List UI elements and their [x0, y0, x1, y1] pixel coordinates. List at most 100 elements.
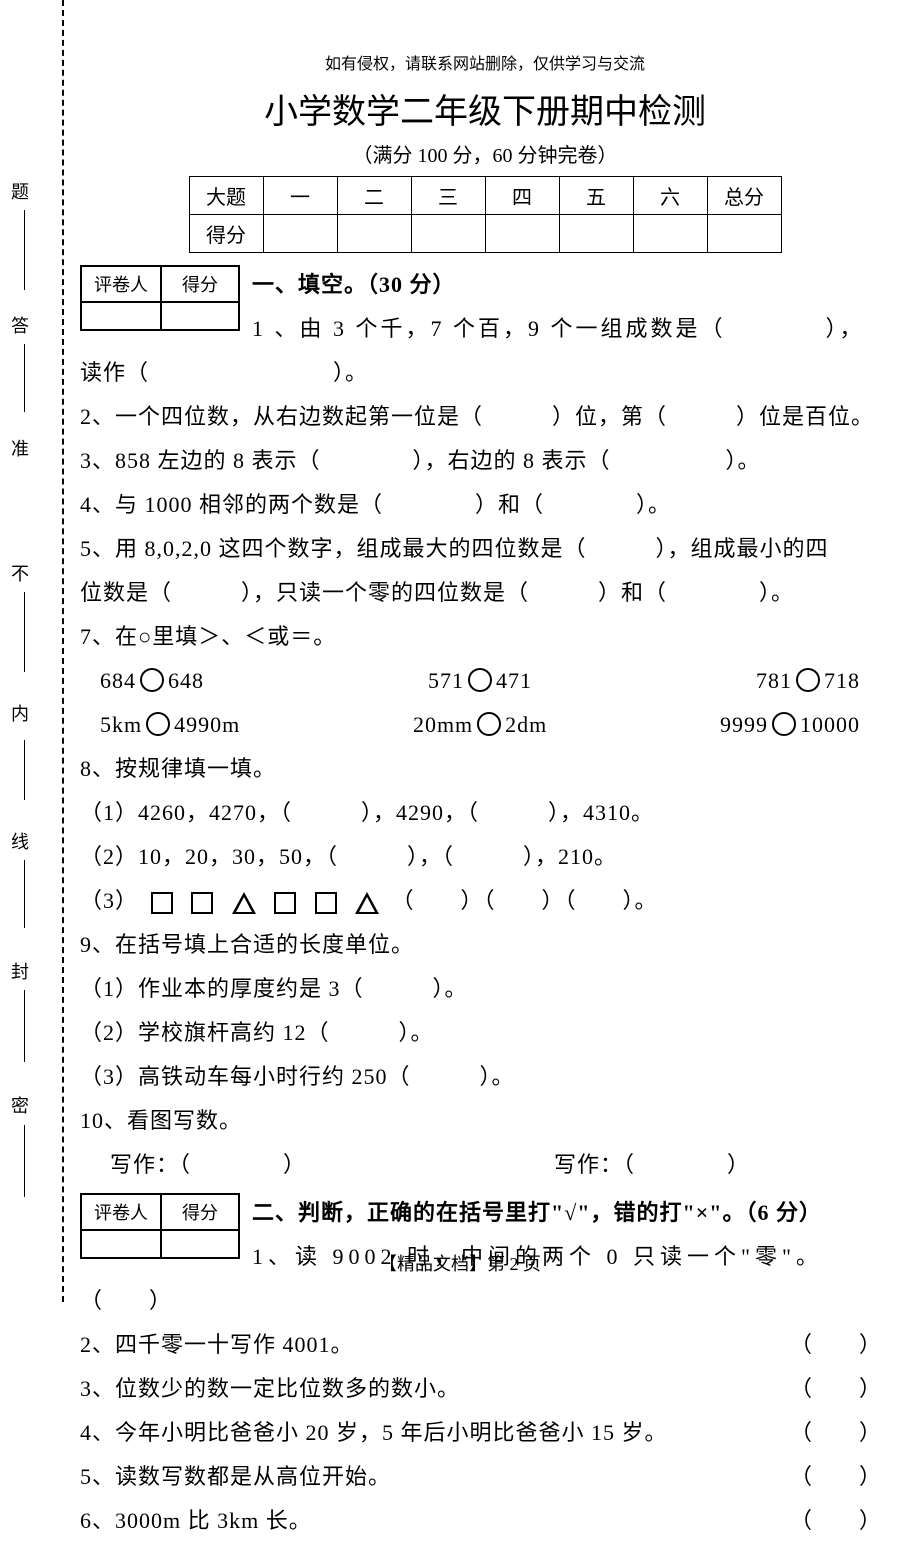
question-text: 5、用 8,0,2,0 这四个数字，组成最大的四位数是（ ），组成最小的四 — [80, 527, 890, 571]
compare-item: 781718 — [756, 659, 860, 703]
question-title: 9、在括号填上合适的长度单位。 — [80, 923, 890, 967]
judge-text: 4、今年小明比爸爸小 20 岁，5 年后小明比爸爸小 15 岁。 — [80, 1411, 668, 1455]
question-text: 4、与 1000 相邻的两个数是（ ）和（ ）。 — [80, 483, 890, 527]
score-col-header: 大题 — [189, 177, 263, 215]
grader-cell — [161, 302, 239, 330]
compare-circle — [772, 712, 796, 736]
compare-circle — [796, 668, 820, 692]
score-cell — [707, 215, 781, 253]
score-col-header: 四 — [485, 177, 559, 215]
header-note: 如有侵权，请联系网站删除，仅供学习与交流 — [80, 50, 890, 74]
compare-circle — [146, 712, 170, 736]
side-margin-labels: 题 答 准 不 内 线 封 密 — [0, 0, 60, 1302]
compare-item: 571471 — [428, 659, 532, 703]
grader-box: 评卷人 得分 — [80, 265, 240, 331]
question-text: 2、一个四位数，从右边数起第一位是（ ）位，第（ ）位是百位。 — [80, 395, 890, 439]
side-char-xian: 线 — [10, 828, 30, 854]
side-char-ti: 题 — [10, 178, 30, 204]
score-table: 大题 一 二 三 四 五 六 总分 得分 — [189, 176, 782, 253]
score-col-header: 五 — [559, 177, 633, 215]
score-col-header: 三 — [411, 177, 485, 215]
side-line-seg — [24, 740, 25, 800]
side-char-feng: 封 — [10, 958, 30, 984]
compare-item: 20mm2dm — [413, 703, 547, 747]
grader-label: 评卷人 — [81, 266, 161, 302]
compare-circle — [477, 712, 501, 736]
side-line-seg — [24, 1125, 25, 1197]
compare-circle — [140, 668, 164, 692]
score-cell — [485, 215, 559, 253]
judge-text: 3、位数少的数一定比位数多的数小。 — [80, 1367, 460, 1411]
judge-paren: （ ） — [80, 1279, 890, 1323]
write-blank: 写作：（ ） — [554, 1143, 750, 1187]
score-row-label: 得分 — [189, 215, 263, 253]
square-shape — [151, 892, 173, 914]
compare-item: 684648 — [100, 659, 204, 703]
judge-row: 2、四千零一十写作 4001。 （ ） — [80, 1323, 890, 1367]
page-subtitle: （满分 100 分，60 分钟完卷） — [80, 139, 890, 168]
judge-paren: （ ） — [790, 1323, 890, 1367]
score-cell — [337, 215, 411, 253]
side-char-bu: 不 — [10, 560, 30, 586]
judge-row: 6、3000m 比 3km 长。 （ ） — [80, 1499, 890, 1543]
judge-row: 3、位数少的数一定比位数多的数小。 （ ） — [80, 1367, 890, 1411]
question-text: （3） （ ）（ ）（ ）。 — [80, 879, 890, 923]
compare-row: 684648 571471 781718 — [80, 659, 890, 703]
score-cell — [559, 215, 633, 253]
score-col-header: 六 — [633, 177, 707, 215]
judge-body: （ ） 2、四千零一十写作 4001。（ ） 3、位数少的数一定比位数多的数小。… — [80, 1279, 890, 1543]
judge-row: 4、今年小明比爸爸小 20 岁，5 年后小明比爸爸小 15 岁。 （ ） — [80, 1411, 890, 1455]
score-col-header: 二 — [337, 177, 411, 215]
judge-text: 2、四千零一十写作 4001。 — [80, 1323, 354, 1367]
binding-dashed-line — [62, 0, 64, 1302]
score-col-header: 一 — [263, 177, 337, 215]
square-shape — [274, 892, 296, 914]
compare-item: 999910000 — [720, 703, 860, 747]
side-line-seg — [24, 990, 25, 1062]
side-char-mi: 密 — [10, 1092, 30, 1118]
judge-text: 5、读数写数都是从高位开始。 — [80, 1455, 391, 1499]
square-shape — [191, 892, 213, 914]
grader-label: 评卷人 — [81, 1194, 161, 1230]
side-line-seg — [24, 592, 25, 672]
score-cell — [633, 215, 707, 253]
question-text: 3、858 左边的 8 表示（ ），右边的 8 表示（ ）。 — [80, 439, 890, 483]
page-footer: 【精品文档】第 2 页 — [0, 1250, 920, 1276]
judge-paren: （ ） — [790, 1455, 890, 1499]
side-line-seg — [24, 210, 25, 290]
question-text: 读作（ ）。 — [80, 351, 890, 395]
side-char-nei: 内 — [10, 700, 30, 726]
side-line-seg — [24, 344, 25, 412]
side-char-da: 答 — [10, 312, 30, 338]
judge-paren: （ ） — [790, 1499, 890, 1543]
write-row: 写作：（ ） 写作：（ ） — [80, 1143, 890, 1187]
question-title: 10、看图写数。 — [80, 1099, 890, 1143]
compare-row: 5km4990m 20mm2dm 999910000 — [80, 703, 890, 747]
side-line-seg — [24, 860, 25, 928]
grader-cell — [81, 302, 161, 330]
page-content: 如有侵权，请联系网站删除，仅供学习与交流 小学数学二年级下册期中检测 （满分 1… — [80, 50, 890, 1543]
triangle-shape — [355, 892, 379, 914]
grader-label: 得分 — [161, 1194, 239, 1230]
question-text: （1）作业本的厚度约是 3（ ）。 — [80, 967, 890, 1011]
judge-text: 6、3000m 比 3km 长。 — [80, 1499, 312, 1543]
write-blank: 写作：（ ） — [110, 1143, 306, 1187]
question-title: 7、在○里填＞、＜或＝。 — [80, 615, 890, 659]
page-title: 小学数学二年级下册期中检测 — [80, 84, 890, 133]
judge-row: 5、读数写数都是从高位开始。 （ ） — [80, 1455, 890, 1499]
compare-item: 5km4990m — [100, 703, 240, 747]
score-col-header: 总分 — [707, 177, 781, 215]
judge-paren: （ ） — [790, 1367, 890, 1411]
question-title: 8、按规律填一填。 — [80, 747, 890, 791]
triangle-shape — [232, 892, 256, 914]
question-text: （2）10，20，30，50，（ ），（ ），210。 — [80, 835, 890, 879]
score-cell — [263, 215, 337, 253]
question-text: （1）4260，4270，（ ），4290，（ ），4310。 — [80, 791, 890, 835]
question-text: 位数是（ ），只读一个零的四位数是（ ）和（ ）。 — [80, 571, 890, 615]
questions-body: 读作（ ）。 2、一个四位数，从右边数起第一位是（ ）位，第（ ）位是百位。 3… — [80, 351, 890, 1187]
grader-label: 得分 — [161, 266, 239, 302]
score-cell — [411, 215, 485, 253]
question-text: （2）学校旗杆高约 12（ ）。 — [80, 1011, 890, 1055]
judge-paren: （ ） — [790, 1411, 890, 1455]
square-shape — [315, 892, 337, 914]
